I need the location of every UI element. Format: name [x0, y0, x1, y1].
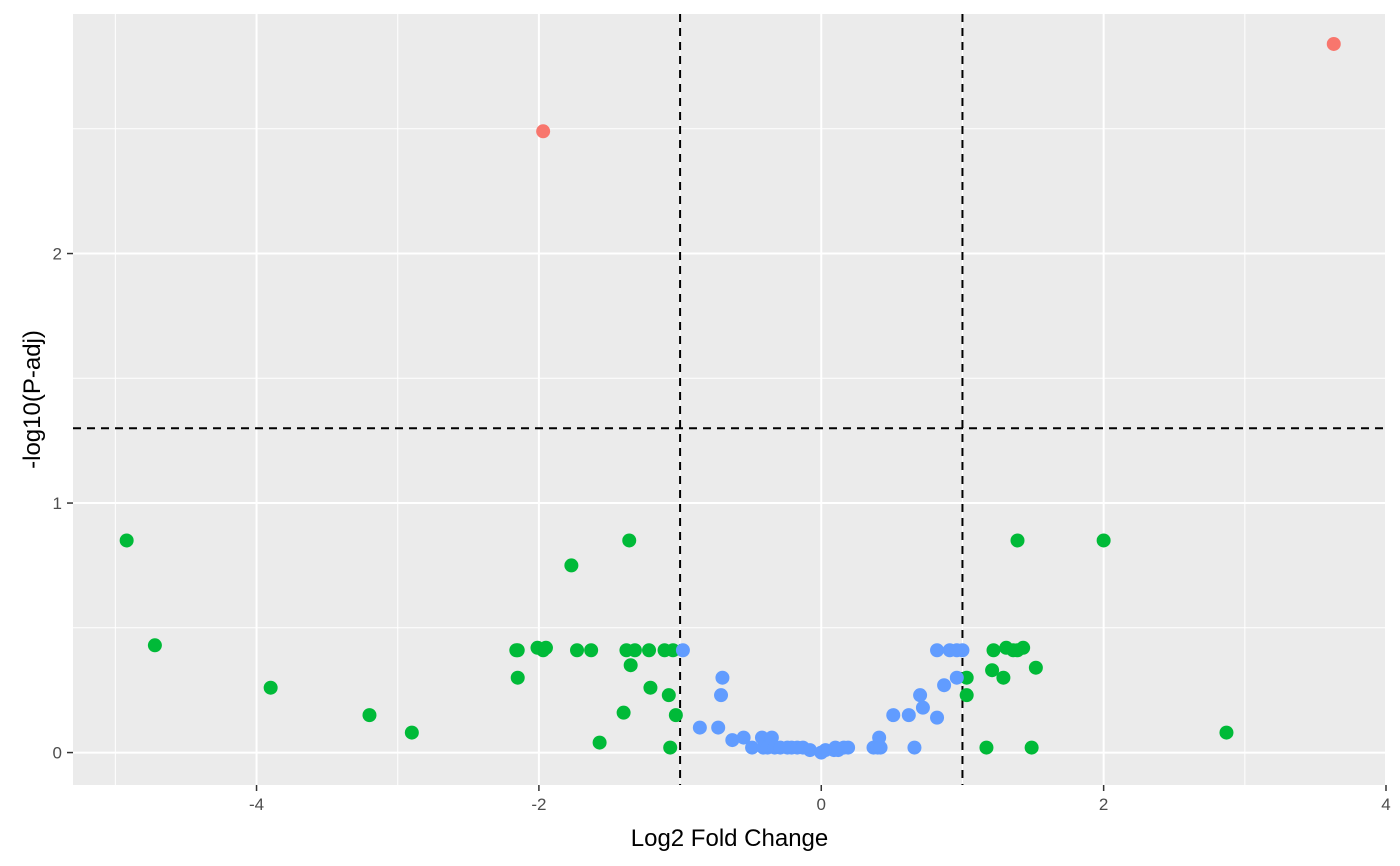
data-point [616, 705, 631, 720]
data-point [147, 638, 162, 653]
y-tick-label: 0 [53, 744, 62, 763]
x-tick-label: -2 [531, 795, 546, 814]
data-point [959, 688, 974, 703]
data-point [959, 670, 974, 685]
data-point [949, 670, 964, 685]
data-point [802, 743, 817, 758]
data-point [1096, 533, 1111, 548]
data-point [663, 740, 678, 755]
data-point [955, 643, 970, 658]
data-point [1016, 640, 1031, 655]
data-point [915, 700, 930, 715]
data-point [510, 643, 525, 658]
data-point [913, 688, 928, 703]
data-point [510, 670, 525, 685]
data-point [725, 733, 740, 748]
data-point [1010, 533, 1025, 548]
data-point [564, 558, 579, 573]
data-point [873, 740, 888, 755]
x-tick-label: 4 [1381, 795, 1390, 814]
data-point [901, 708, 916, 723]
data-point [711, 720, 726, 735]
x-tick-label: -4 [249, 795, 264, 814]
data-point [979, 740, 994, 755]
data-point [643, 680, 658, 695]
data-point [886, 708, 901, 723]
major-grid [73, 14, 1387, 785]
data-point [692, 720, 707, 735]
data-point [714, 688, 729, 703]
data-point [666, 643, 681, 658]
data-point [736, 730, 751, 745]
x-tick-label: 2 [1099, 795, 1108, 814]
data-point [627, 643, 642, 658]
data-point [661, 688, 676, 703]
data-point [119, 533, 134, 548]
data-point [668, 708, 683, 723]
data-point [930, 643, 945, 658]
data-point [570, 643, 585, 658]
data-point [362, 708, 377, 723]
data-point [985, 663, 1000, 678]
x-axis: -4 -2 0 2 4 [249, 785, 1391, 814]
y-tick-label: 1 [53, 494, 62, 513]
data-point [536, 124, 551, 139]
x-tick-label: 0 [817, 795, 826, 814]
y-axis: 0 1 2 [53, 245, 73, 763]
data-point [930, 710, 945, 725]
data-point [622, 533, 637, 548]
data-point [1028, 660, 1043, 675]
data-point [538, 640, 553, 655]
data-points [119, 36, 1341, 760]
data-point [937, 678, 952, 693]
data-point [841, 740, 856, 755]
data-point [263, 680, 278, 695]
data-point [404, 725, 419, 740]
data-point [623, 658, 638, 673]
plot-panel [73, 14, 1386, 785]
data-point [592, 735, 607, 750]
data-point [907, 740, 922, 755]
data-point [675, 643, 690, 658]
data-point [996, 670, 1011, 685]
data-point [745, 740, 760, 755]
y-axis-title: -log10(P-adj) [19, 330, 46, 469]
data-point [1326, 36, 1341, 51]
threshold-lines [73, 14, 1386, 785]
x-axis-title: Log2 Fold Change [631, 825, 828, 852]
data-point [1219, 725, 1234, 740]
data-point [584, 643, 599, 658]
data-point [1024, 740, 1039, 755]
data-point [986, 643, 1001, 658]
data-point [642, 643, 657, 658]
data-point [715, 670, 730, 685]
y-tick-label: 2 [53, 245, 62, 264]
